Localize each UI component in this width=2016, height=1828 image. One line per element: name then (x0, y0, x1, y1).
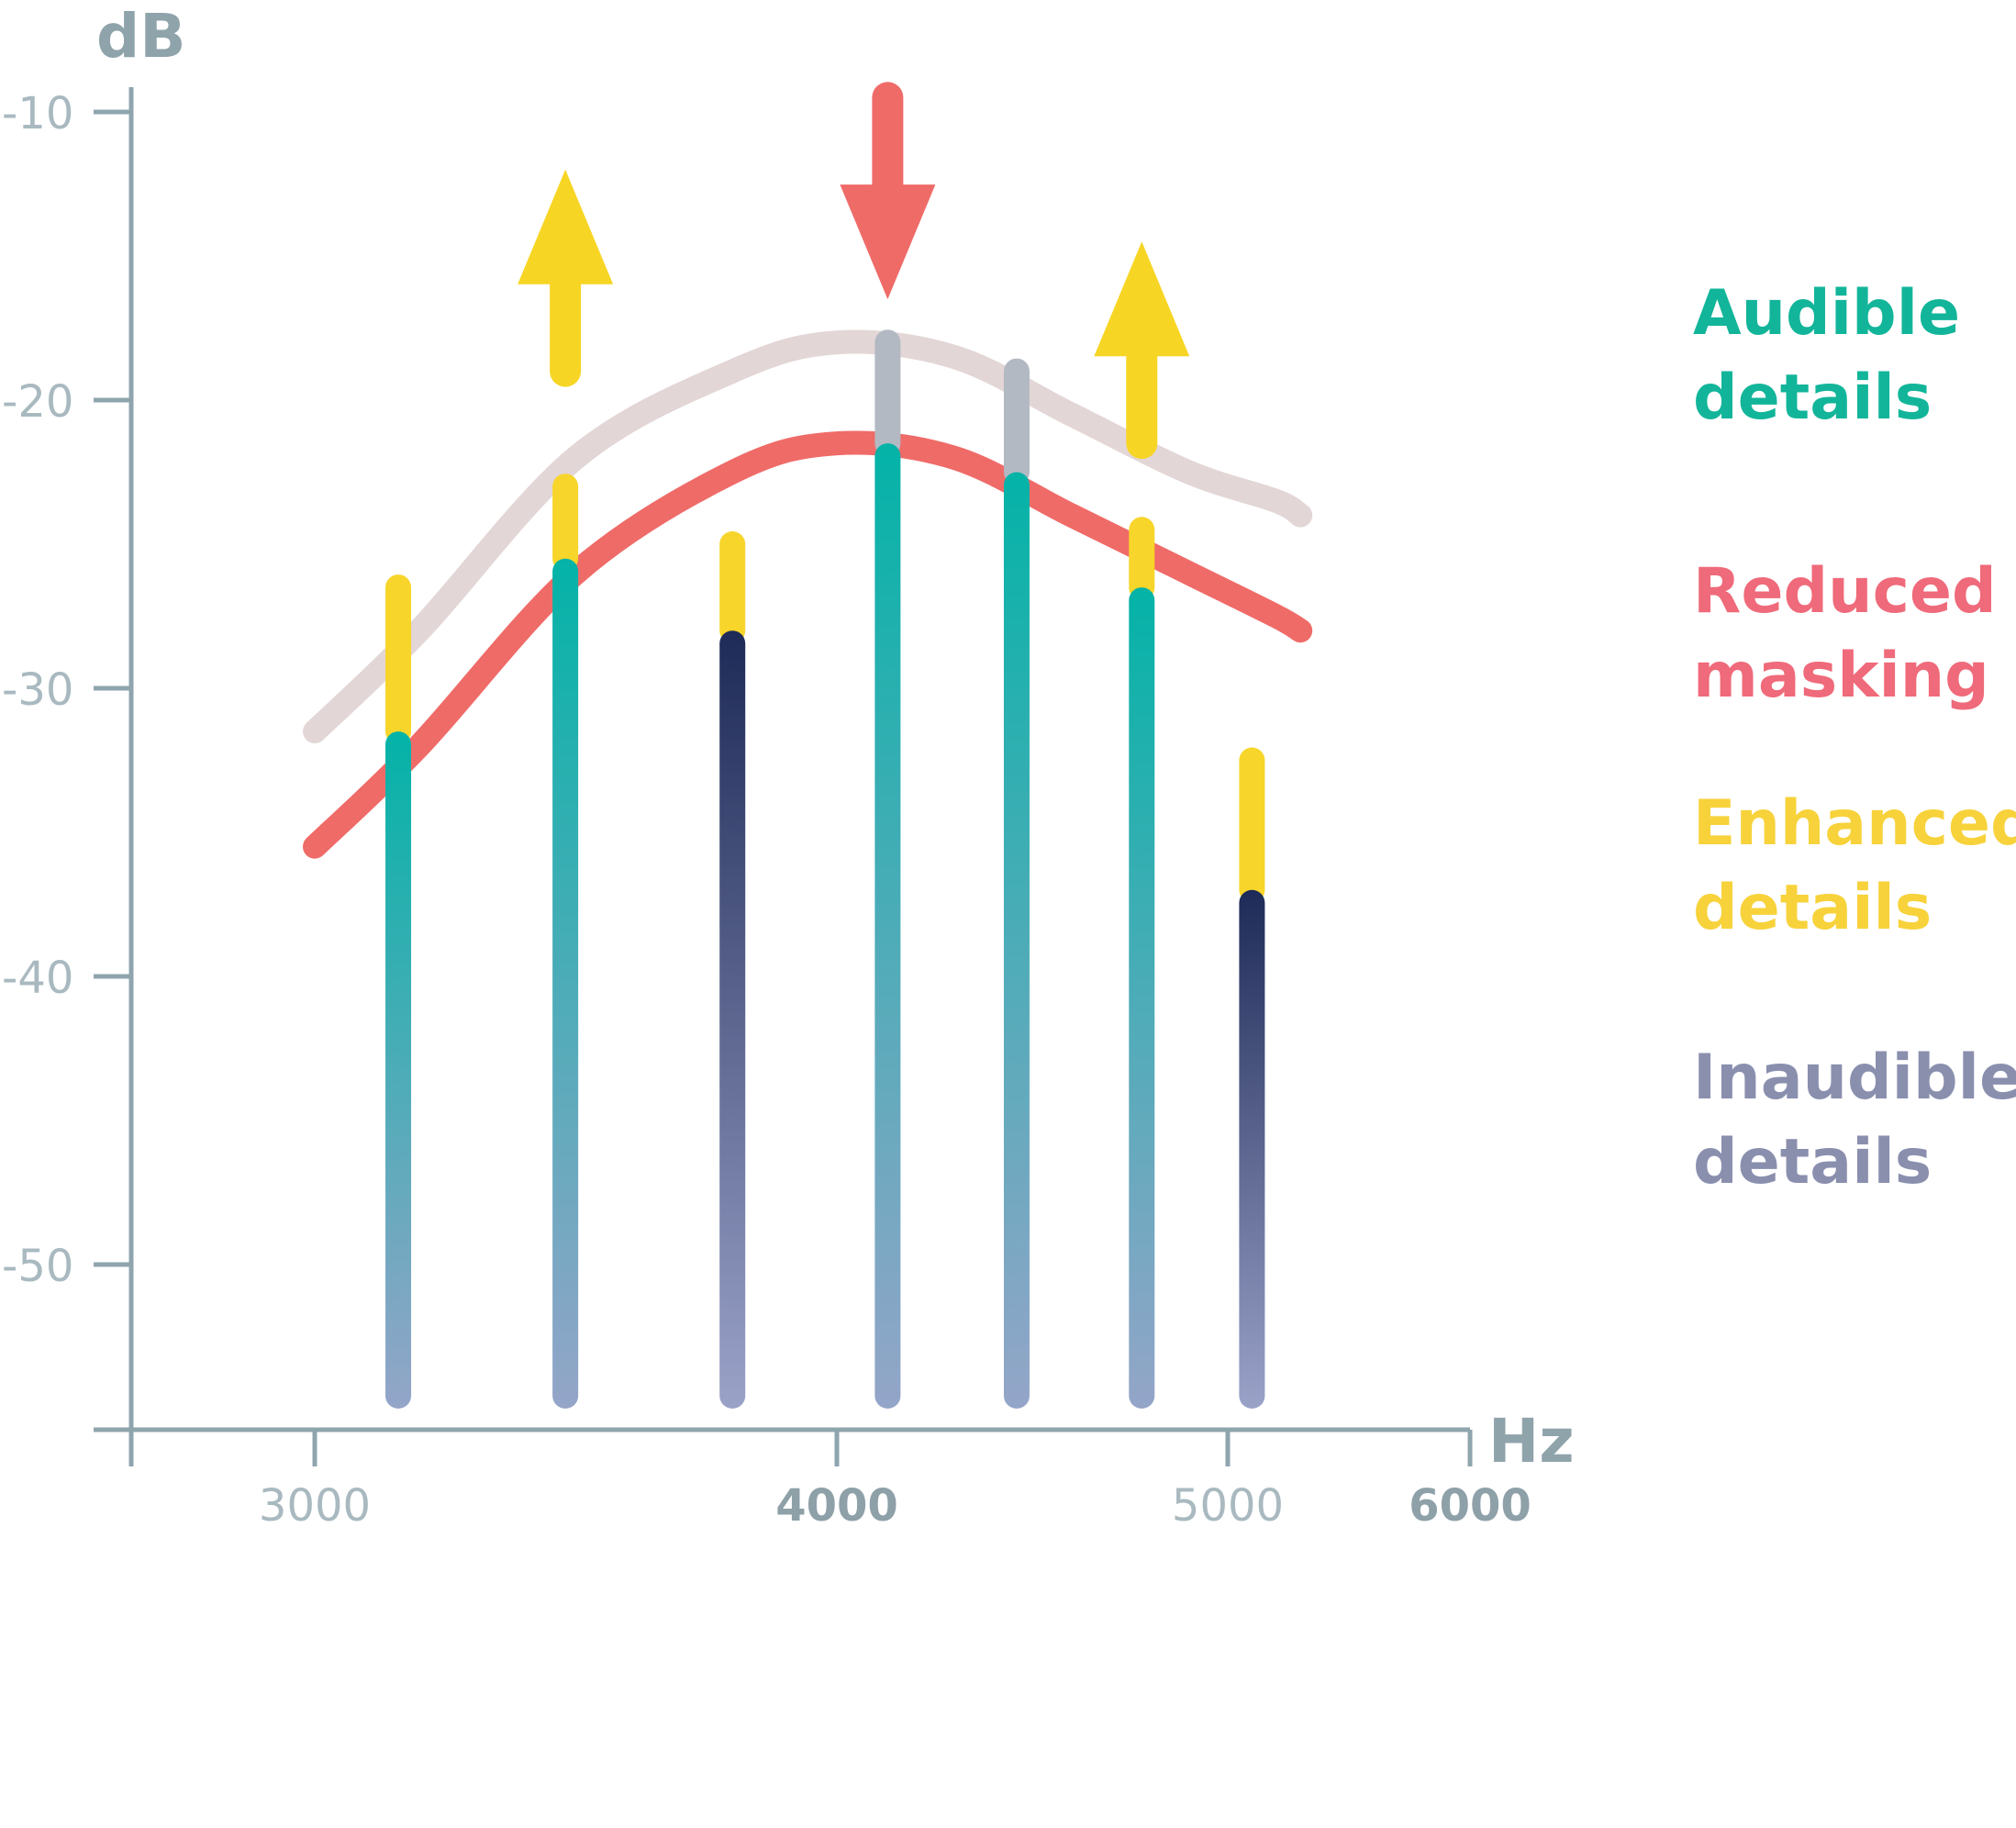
bar-body-2 (552, 558, 579, 1409)
x-tick-label: 4000 (775, 1480, 898, 1532)
curves-layer (303, 329, 1313, 859)
bar-body-1 (385, 731, 412, 1409)
y-axis-title: dB (96, 1, 186, 72)
bar-body-4 (874, 443, 901, 1410)
legend-item-inaudible: Inaudible details (1693, 1042, 2016, 1198)
y-tick-label: -20 (2, 376, 73, 428)
x-tick-label: 6000 (1409, 1480, 1531, 1532)
bar-body-5 (1003, 472, 1030, 1409)
bar-body-6 (1129, 587, 1155, 1409)
legend-item-reduced: Reduced masking (1693, 555, 1997, 712)
arrow-head (1094, 241, 1190, 357)
bar-body-3 (719, 630, 746, 1409)
y-tick-label: -50 (2, 1241, 73, 1292)
arrow-head (518, 169, 614, 284)
bar-5 (1003, 358, 1030, 1409)
y-tick-label: -40 (2, 953, 73, 1004)
bar-6 (1129, 517, 1155, 1409)
arrows-layer (518, 82, 1190, 460)
legend-item-audible: Audible details (1693, 277, 1961, 434)
x-tick-label: 3000 (259, 1480, 371, 1532)
bars-layer (385, 329, 1265, 1410)
bar-body-7 (1239, 889, 1265, 1409)
y-tick-label: -10 (2, 88, 73, 139)
bar-7 (1239, 747, 1265, 1409)
arrow-enhanced-1 (518, 169, 614, 387)
x-tick-label: 5000 (1172, 1480, 1284, 1532)
bar-2 (552, 474, 579, 1409)
y-tick-label: -30 (2, 664, 73, 716)
curve-original-masking (303, 329, 1313, 744)
axes-layer: -10 -20 -30 -40 -50 3000 4000 5000 6000 (2, 87, 1531, 1532)
curve-reduced-masking (303, 430, 1313, 859)
arrow-reduced-2 (840, 82, 936, 300)
arrow-enhanced-3 (1094, 241, 1190, 460)
arrow-head (840, 184, 936, 300)
x-axis-title: Hz (1488, 1406, 1575, 1477)
bar-4 (874, 329, 901, 1410)
bar-3 (719, 531, 746, 1409)
bar-1 (385, 574, 412, 1409)
legend-item-enhanced: Enhanced details (1693, 787, 2016, 944)
